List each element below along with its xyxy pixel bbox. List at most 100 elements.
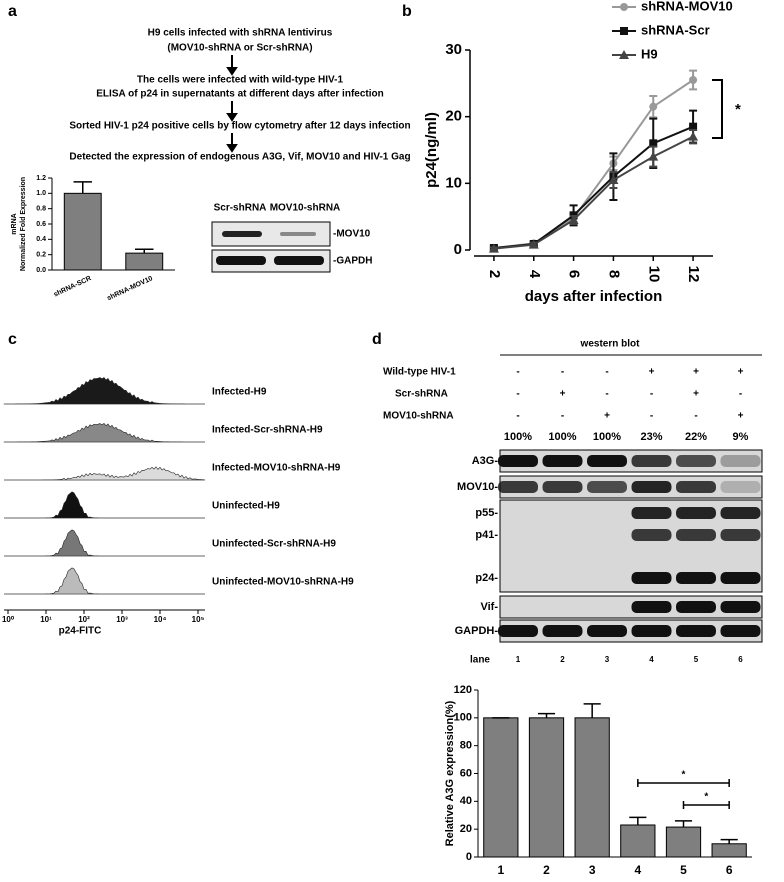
- y-tick-label: 40: [460, 795, 472, 807]
- condition-mark: -: [650, 411, 653, 422]
- bar: [63, 192, 102, 271]
- flow-step: ELISA of p24 in supernatants at differen…: [96, 89, 383, 100]
- x-tick-label: 12: [685, 266, 702, 283]
- legend-label: shRNA-MOV10: [641, 0, 733, 13]
- y-tick-label: 120: [454, 684, 472, 696]
- x-tick-label: 10: [645, 266, 662, 283]
- x-tick-label: 2: [543, 863, 550, 877]
- bar: [528, 717, 565, 858]
- blot-title: western blot: [580, 339, 641, 350]
- bracket: [637, 779, 730, 787]
- blot-band: [720, 625, 761, 637]
- error-bar: [629, 816, 647, 825]
- y-tick-label: 20: [445, 108, 462, 125]
- legend-marker: [619, 50, 629, 59]
- x-tick-label: 10⁵: [192, 615, 205, 624]
- blot-band: [720, 572, 761, 584]
- annotation: *: [682, 770, 686, 781]
- y-tick-label: 60: [460, 767, 472, 779]
- sample-label: Uninfected-Scr-shRNA-H9: [212, 539, 336, 550]
- marker: [689, 76, 698, 84]
- histogram: [4, 466, 206, 481]
- condition-mark: +: [649, 367, 655, 378]
- blot-column: MOV10-shRNA: [270, 203, 341, 214]
- annotation: *: [704, 792, 708, 803]
- marker: [649, 139, 658, 148]
- band-label: Vif-: [480, 601, 498, 613]
- lane-number: 2: [560, 655, 565, 664]
- lane-number: 5: [694, 655, 699, 664]
- condition-mark: +: [560, 389, 566, 400]
- blot-band: [720, 455, 761, 467]
- condition-mark: -: [516, 367, 519, 378]
- flow-step: The cells were infected with wild-type H…: [137, 75, 344, 86]
- histogram: [3, 377, 205, 405]
- sample-label: Uninfected-MOV10-shRNA-H9: [212, 577, 354, 588]
- x-tick-label: 1: [497, 863, 504, 877]
- bar: [125, 252, 164, 271]
- error-bar: [674, 820, 693, 828]
- blot-band: [631, 601, 672, 613]
- blot-band: [542, 455, 583, 467]
- condition-mark: -: [561, 411, 564, 422]
- percentage: 100%: [593, 431, 621, 443]
- legend-label: shRNA-Scr: [641, 22, 710, 37]
- marker: [648, 151, 659, 161]
- blot-band: [587, 481, 627, 493]
- condition-mark: -: [739, 389, 742, 400]
- x-tick-label: shRNA-SCR: [53, 275, 93, 298]
- marker: [568, 215, 579, 224]
- band-label: p41-: [475, 529, 498, 541]
- blot-band: [222, 231, 262, 237]
- bar: [574, 717, 610, 858]
- x-axis-label: days after infection: [525, 288, 663, 305]
- blot-band: [542, 481, 583, 493]
- error-bar: [537, 712, 556, 718]
- condition-mark: -: [694, 411, 697, 422]
- blot-strip: [211, 249, 331, 273]
- x-tick-label: 4: [526, 270, 543, 279]
- blot-band: [631, 625, 672, 637]
- y-axis-label: p24(ng/ml): [423, 112, 440, 188]
- x-tick-label: 10¹: [40, 615, 52, 624]
- series-line: [493, 125, 694, 249]
- panel-label: a: [8, 3, 17, 20]
- x-tick-label: 3: [589, 863, 596, 877]
- blot-band: [676, 601, 716, 613]
- condition-mark: -: [561, 367, 564, 378]
- y-tick-label: 0.6: [36, 221, 46, 228]
- condition-mark: -: [605, 367, 608, 378]
- flow-step: H9 cells infected with shRNA lentivirus: [148, 28, 333, 39]
- blot-band: [498, 481, 538, 493]
- condition-mark: -: [650, 389, 653, 400]
- condition-name: Scr-shRNA: [395, 389, 448, 400]
- condition-mark: +: [604, 411, 610, 422]
- y-tick-label: 0: [466, 851, 472, 863]
- blot-band: [631, 455, 672, 467]
- lane-number: 4: [649, 655, 654, 664]
- lane-number: 1: [516, 655, 521, 664]
- x-tick-label: 10²: [78, 615, 90, 624]
- y-axis-label: Relative A3G expression(%): [444, 700, 456, 846]
- blot-band: [216, 256, 266, 265]
- blot-band: [631, 572, 672, 584]
- y-tick-label: 1.0: [36, 190, 46, 197]
- y-axis-label: mRNA: [11, 213, 18, 234]
- panel-label: c: [8, 331, 17, 348]
- x-tick-label: 5: [680, 863, 687, 877]
- series-line: [493, 79, 694, 249]
- marker: [649, 102, 658, 111]
- lane-number: 6: [738, 655, 743, 664]
- error-bar: [73, 181, 92, 194]
- sample-label: Infected-H9: [212, 387, 267, 398]
- x-tick-label: 6: [726, 863, 733, 877]
- blot-band: [498, 455, 538, 467]
- x-axis-label: p24-FITC: [59, 626, 102, 637]
- x-tick-label: shRNA-MOV10: [106, 275, 154, 302]
- percentage: 23%: [640, 431, 662, 443]
- annotation: *: [735, 101, 741, 118]
- series-line: [493, 135, 694, 250]
- percentage: 22%: [685, 431, 707, 443]
- marker: [689, 122, 698, 131]
